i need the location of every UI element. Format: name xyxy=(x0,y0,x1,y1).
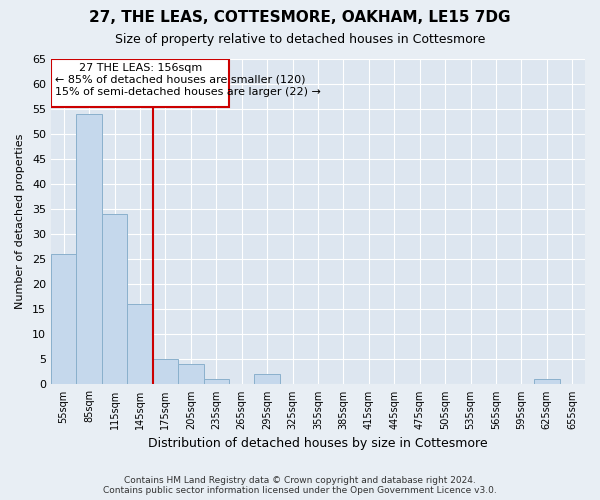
Bar xyxy=(203,380,229,384)
Text: Contains HM Land Registry data © Crown copyright and database right 2024.
Contai: Contains HM Land Registry data © Crown c… xyxy=(103,476,497,495)
Bar xyxy=(127,304,152,384)
Bar xyxy=(178,364,203,384)
Text: 15% of semi-detached houses are larger (22) →: 15% of semi-detached houses are larger (… xyxy=(55,86,321,97)
Text: ← 85% of detached houses are smaller (120): ← 85% of detached houses are smaller (12… xyxy=(55,74,306,84)
Bar xyxy=(152,360,178,384)
Bar xyxy=(76,114,102,384)
Text: 27, THE LEAS, COTTESMORE, OAKHAM, LE15 7DG: 27, THE LEAS, COTTESMORE, OAKHAM, LE15 7… xyxy=(89,10,511,25)
Bar xyxy=(254,374,280,384)
Text: Size of property relative to detached houses in Cottesmore: Size of property relative to detached ho… xyxy=(115,32,485,46)
Y-axis label: Number of detached properties: Number of detached properties xyxy=(15,134,25,310)
Bar xyxy=(51,254,76,384)
X-axis label: Distribution of detached houses by size in Cottesmore: Distribution of detached houses by size … xyxy=(148,437,488,450)
Bar xyxy=(102,214,127,384)
FancyBboxPatch shape xyxy=(52,59,229,106)
Text: 27 THE LEAS: 156sqm: 27 THE LEAS: 156sqm xyxy=(79,63,202,73)
Bar xyxy=(534,380,560,384)
